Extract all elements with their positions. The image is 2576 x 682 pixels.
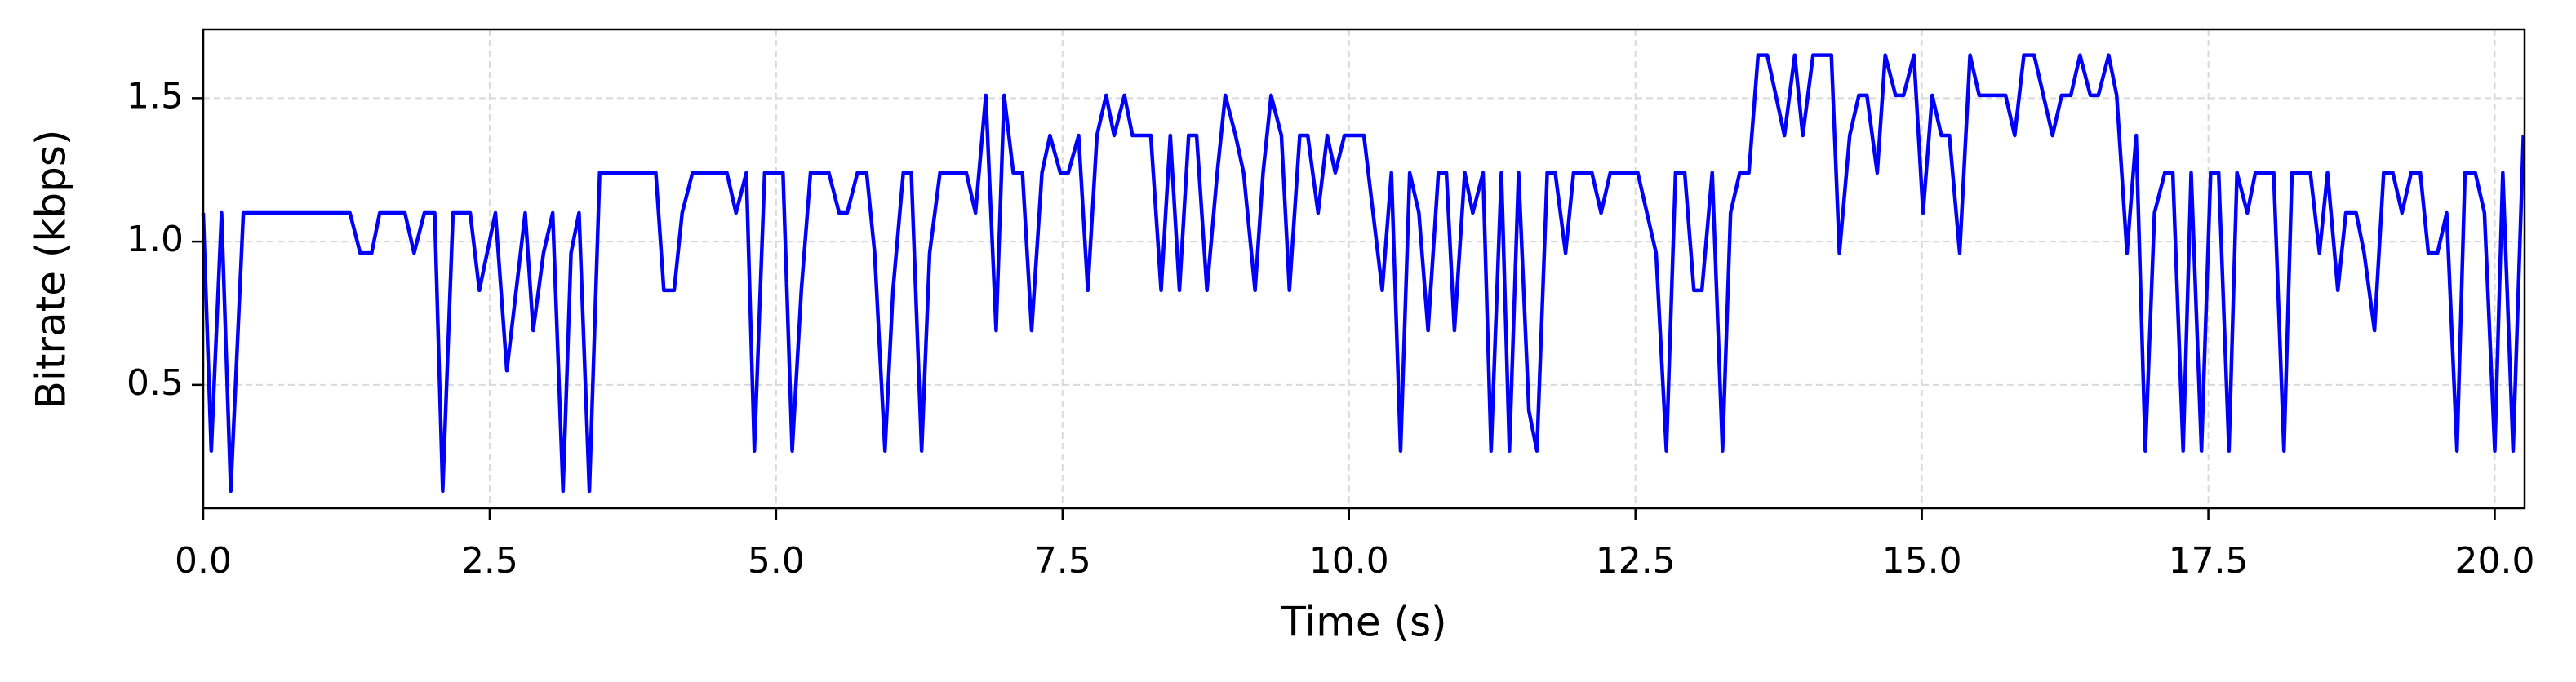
y-axis-label: Bitrate (kbps)	[28, 130, 75, 410]
x-tick-label: 7.5	[1034, 540, 1091, 582]
x-tick-label: 15.0	[1882, 540, 1962, 582]
x-tick-label: 10.0	[1309, 540, 1389, 582]
data-line	[201, 53, 2525, 494]
y-tick-label: 1.0	[127, 219, 184, 260]
y-tick-label: 1.5	[127, 75, 184, 117]
x-tick-label: 5.0	[748, 540, 805, 582]
x-tick-label: 20.0	[2455, 540, 2535, 582]
x-tick-label: 2.5	[461, 540, 518, 582]
plot-frame	[202, 28, 2526, 510]
y-tick-label: 0.5	[127, 362, 184, 404]
x-tick-label: 17.5	[2169, 540, 2249, 582]
x-tick-label: 0.0	[175, 540, 232, 582]
x-axis-label: Time (s)	[1280, 599, 1446, 646]
x-tick-label: 12.5	[1596, 540, 1676, 582]
